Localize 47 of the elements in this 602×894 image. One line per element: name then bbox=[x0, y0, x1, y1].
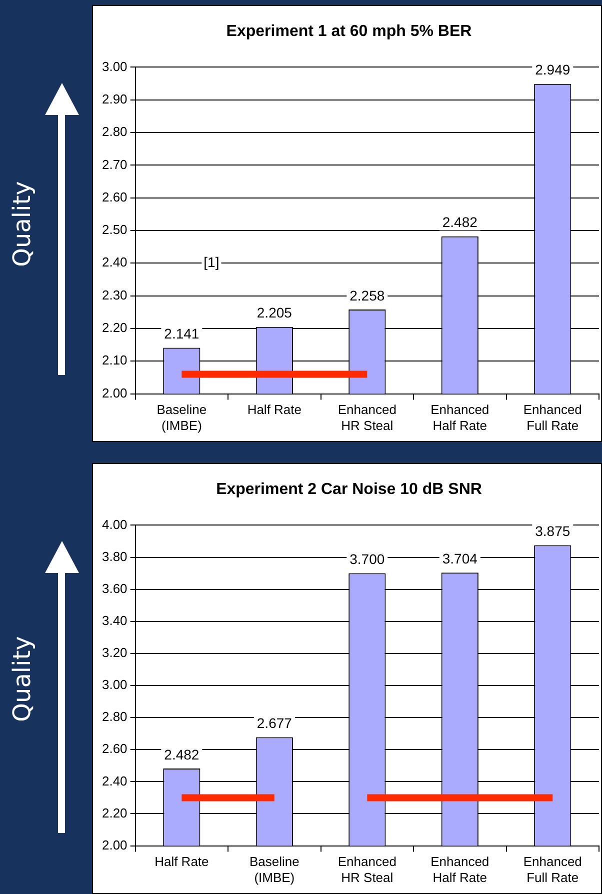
x-tick-label: Half Rate bbox=[154, 854, 209, 870]
x-tick-label: Half Rate bbox=[247, 402, 302, 418]
y-tick-label: 2.40 bbox=[102, 254, 128, 270]
x-tick-label: Baseline (IMBE) bbox=[249, 854, 300, 885]
y-tick-label: 2.20 bbox=[102, 320, 128, 336]
y-tick-label: 3.40 bbox=[102, 612, 128, 628]
data-label: 2.949 bbox=[535, 62, 570, 78]
y-tick-label: 3.00 bbox=[102, 58, 128, 74]
y-tick-label: 2.70 bbox=[102, 156, 128, 172]
x-tick-label: Enhanced Half Rate bbox=[430, 854, 490, 885]
x-tick-label: Enhanced HR Steal bbox=[338, 402, 396, 433]
y-tick-label: 2.60 bbox=[102, 189, 128, 204]
y-tick-label: 2.90 bbox=[102, 91, 128, 106]
x-tick-label: Enhanced Full Rate bbox=[523, 854, 582, 885]
y-tick-label: 2.80 bbox=[102, 124, 128, 140]
chart-title: Experiment 2 Car Noise 10 dB SNR bbox=[216, 481, 482, 498]
y-tick-label: 2.00 bbox=[102, 385, 128, 400]
x-tick-label: Enhanced Half Rate bbox=[430, 402, 490, 433]
y-tick-label: 2.20 bbox=[102, 805, 128, 820]
chart-title: Experiment 1 at 60 mph 5% BER bbox=[226, 23, 472, 40]
y-tick-label: 3.80 bbox=[102, 548, 128, 564]
y-tick-label: 4.00 bbox=[102, 516, 128, 532]
x-tick-label: Enhanced HR Steal bbox=[338, 854, 396, 885]
y-axis-title: Quality bbox=[8, 180, 36, 268]
y-tick-label: 2.30 bbox=[102, 287, 128, 302]
data-label: 2.677 bbox=[256, 715, 292, 732]
data-label: 2.205 bbox=[256, 304, 292, 321]
x-tick-label: Baseline (IMBE) bbox=[156, 402, 207, 433]
data-label: 2.482 bbox=[164, 746, 200, 762]
y-tick-label: 2.00 bbox=[102, 837, 128, 852]
y-tick-label: 2.40 bbox=[102, 773, 128, 788]
y-tick-label: 3.00 bbox=[102, 677, 128, 692]
y-tick-label: 2.10 bbox=[102, 352, 128, 368]
y-tick-label: 2.60 bbox=[102, 741, 128, 756]
data-label: 3.875 bbox=[535, 523, 570, 540]
y-tick-label: 3.60 bbox=[102, 580, 128, 596]
data-label: 2.258 bbox=[350, 287, 385, 304]
data-label: 2.482 bbox=[442, 214, 478, 230]
x-tick-label: Enhanced Full Rate bbox=[523, 402, 582, 433]
data-label: 2.141 bbox=[164, 326, 200, 342]
y-axis-title: Quality bbox=[8, 634, 36, 724]
y-tick-label: 2.50 bbox=[102, 222, 128, 238]
y-tick-label: 3.20 bbox=[102, 645, 128, 660]
y-tick-label: 2.80 bbox=[102, 709, 128, 724]
annotation: [1] bbox=[204, 254, 220, 270]
data-label: 3.700 bbox=[350, 551, 385, 568]
data-label: 3.704 bbox=[442, 550, 478, 567]
